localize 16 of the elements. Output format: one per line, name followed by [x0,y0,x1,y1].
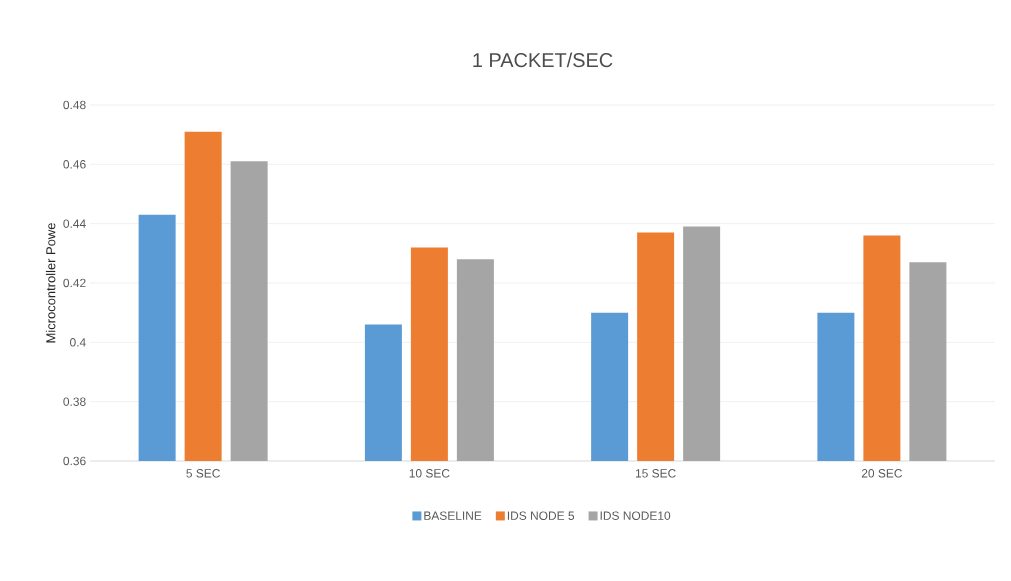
legend-label: IDS NODE10 [600,511,671,520]
y-tick-label: 0.46 [63,160,86,169]
legend-label: BASELINE [424,511,482,520]
y-tick-label: 0.48 [63,100,86,110]
y-axis-title: Microcontroller Powe [45,223,56,343]
y-tick-label: 0.42 [63,278,86,288]
x-tick-label: 10 SEC [409,469,450,478]
y-tick-label: 0.44 [63,219,86,228]
y-tick-label: 0.4 [70,338,86,347]
x-tick-label: 20 SEC [861,469,903,478]
legend-label: IDS NODE 5 [507,511,575,520]
x-tick-label: 5 SEC [186,469,220,478]
y-tick-label: 0.38 [63,397,86,406]
y-tick-label: 0.36 [63,456,86,466]
chart-title: 1 PACKET/SEC [473,52,613,68]
x-tick-label: 15 SEC [635,469,676,478]
